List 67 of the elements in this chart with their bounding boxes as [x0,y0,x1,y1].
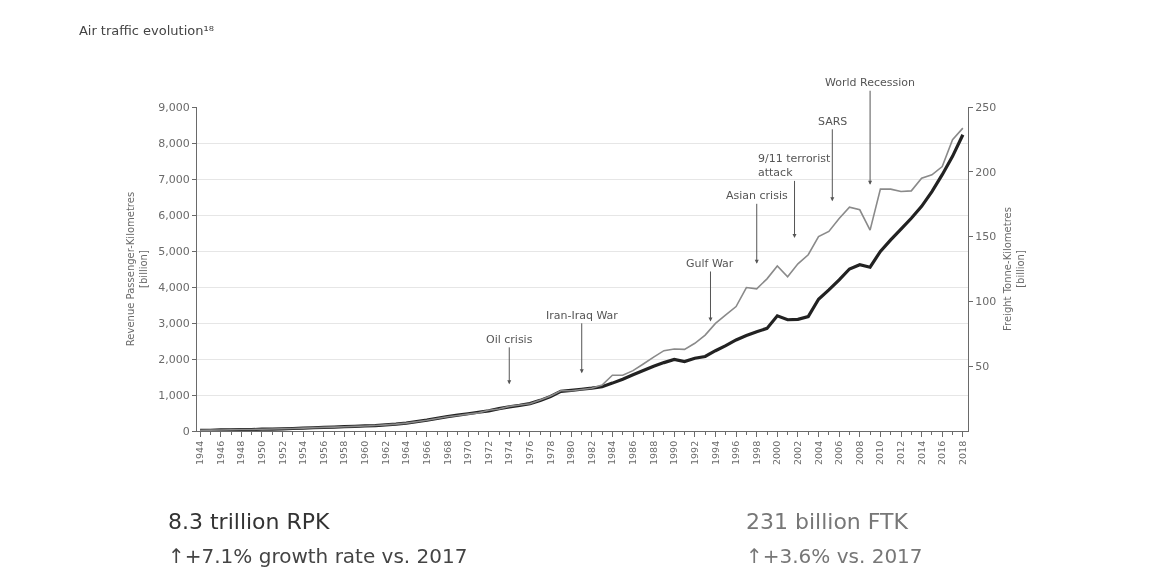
chart-title: Air traffic evolution¹⁸ [78,23,214,39]
annotation: Oil crisis [486,333,533,346]
y2-tick-label: 250 [975,100,997,114]
y2-tick-label: 100 [975,295,997,309]
x-tick-label: 1946 [214,440,226,465]
y-tick-label: 2,000 [158,352,190,366]
text: 231 billion FTK [746,509,909,534]
x-tick-label: 1958 [338,440,350,465]
x-tick-label: 1974 [503,440,515,465]
x-tick-label: 2002 [792,440,804,465]
y-tick-label: 9,000 [158,100,190,114]
x-tick-label: 1984 [606,440,618,465]
x-tick-label: 2008 [853,440,865,465]
annotation: Gulf War [686,257,734,270]
x-tick-label: 1948 [235,440,247,465]
x-tick-label: 2006 [833,440,845,465]
y-tick-label: 5,000 [158,244,190,258]
x-tick-label: 1998 [750,440,762,465]
x-tick-label: 2018 [956,440,968,465]
annotation: Asian crisis [726,189,788,202]
x-tick-label: 2010 [874,440,886,465]
y2-axis-title: Freight Tonne-Kilometres [billion] [1001,207,1026,331]
x-tick-label: 1986 [627,440,639,465]
y-tick-label: 8,000 [158,136,190,150]
x-tick-label: 2012 [895,440,907,465]
y-axis-title: Revenue Passenger-Kilometres [billion] [125,191,150,347]
annotation: Iran-Iraq War [546,309,619,322]
annotation: SARS [818,115,848,128]
x-tick-label: 2014 [915,440,927,465]
x-tick-label: 1954 [297,440,309,465]
x-tick-label: 1996 [730,440,742,465]
x-tick-label: 1962 [379,440,391,465]
x-tick-label: 1978 [544,440,556,465]
y-tick-label: 3,000 [158,316,190,330]
x-tick-label: 1944 [194,440,206,465]
x-tick-label: 2004 [812,440,824,465]
x-tick-label: 2000 [771,440,783,465]
y2-tick-label: 200 [975,165,997,179]
x-tick-label: 1982 [585,440,597,465]
x-tick-label: 1990 [668,440,680,465]
y-tick-label: 6,000 [158,208,190,222]
text: 8.3 trillion RPK [168,509,331,534]
x-tick-label: 1960 [359,440,371,465]
x-tick-label: 1968 [441,440,453,465]
x-tick-label: 1952 [276,440,288,465]
x-tick-label: 1966 [420,440,432,465]
x-tick-label: 2016 [936,440,948,465]
text: World Recession [825,76,915,89]
x-tick-label: 1950 [256,440,268,465]
x-tick-label: 1964 [400,440,412,465]
annotation: 9/11 terrorist attack [758,152,831,180]
x-tick-label: 1994 [709,440,721,465]
x-tick-label: 1956 [317,440,329,465]
x-tick-label: 1976 [524,440,536,465]
x-tick-label: 1992 [688,440,700,465]
y-tick-label: 1,000 [158,388,190,402]
x-tick-label: 1972 [482,440,494,465]
x-tick-label: 1988 [647,440,659,465]
x-tick-label: 1980 [565,440,577,465]
y-tick-label: 0 [182,424,190,438]
y-tick-label: 7,000 [158,172,190,186]
y-tick-label: 4,000 [158,280,190,294]
y2-tick-label: 50 [975,360,990,374]
y2-tick-label: 150 [975,230,997,244]
text: ↑+3.6% vs. 2017 [746,544,923,568]
text: ↑+7.1% growth rate vs. 2017 [168,544,468,568]
x-tick-label: 1970 [462,440,474,465]
